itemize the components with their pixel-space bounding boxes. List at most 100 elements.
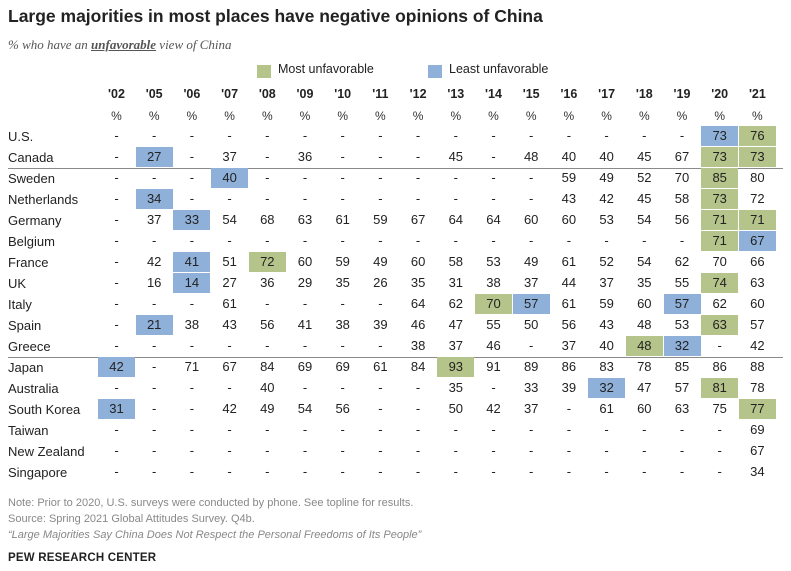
- table-cell: 54: [222, 212, 237, 227]
- table-cell: 52: [637, 170, 652, 185]
- table-cell: -: [302, 233, 308, 248]
- table-cell: -: [189, 443, 195, 458]
- column-unit-label: %: [186, 109, 198, 123]
- table-cell: -: [566, 128, 572, 143]
- table-cell: 48: [523, 149, 539, 164]
- table-cell: -: [152, 338, 157, 353]
- table-cell: 70: [712, 254, 727, 269]
- table-cell: 44: [561, 275, 577, 290]
- table-cell-most-unfavorable: 77: [738, 399, 776, 419]
- legend-label-least: Least unfavorable: [449, 62, 549, 76]
- table-cell: -: [604, 128, 609, 143]
- table-cell: -: [265, 149, 270, 164]
- table-cell: -: [152, 170, 157, 185]
- table-cell: -: [415, 422, 421, 437]
- table-cell: 63: [674, 401, 690, 416]
- column-unit-label: %: [111, 109, 122, 123]
- table-cell: 49: [599, 170, 614, 185]
- table-cell: -: [415, 401, 421, 416]
- table-cell: -: [227, 338, 232, 353]
- table-cell: 38: [410, 338, 426, 353]
- table-cell: 37: [523, 401, 539, 416]
- table-cell: -: [340, 380, 345, 395]
- table-cell: -: [378, 380, 383, 395]
- table-cell: -: [189, 233, 195, 248]
- table-cell-least-unfavorable: 27: [135, 147, 173, 167]
- table-cell: 56: [260, 317, 275, 332]
- column-header-year: '06: [183, 87, 201, 101]
- table-cell: -: [114, 254, 119, 269]
- table-cell-least-unfavorable: 33: [173, 210, 211, 230]
- table-cell: -: [453, 233, 458, 248]
- table-cell: -: [717, 338, 722, 353]
- table-cell: 64: [448, 212, 464, 227]
- table-cell: 35: [410, 275, 426, 290]
- table-cell: -: [453, 443, 458, 458]
- table-cell: -: [340, 443, 345, 458]
- table-cell: 35: [448, 380, 464, 395]
- table-cell: -: [604, 422, 609, 437]
- table-cell: 29: [297, 275, 313, 290]
- table-cell: 40: [599, 149, 614, 164]
- table-cell: -: [340, 233, 345, 248]
- table-cell: 35: [637, 275, 652, 290]
- table-cell-least-unfavorable: 41: [173, 252, 211, 272]
- table-cell: -: [378, 149, 383, 164]
- table-cell: -: [340, 464, 345, 479]
- table-cell: -: [265, 191, 270, 206]
- table-cell-least-unfavorable: 57: [663, 294, 701, 314]
- table-cell: 70: [674, 170, 690, 185]
- table-cell: -: [415, 170, 421, 185]
- table-cell: -: [491, 443, 496, 458]
- table-cell: -: [302, 464, 308, 479]
- table-cell: 59: [373, 212, 388, 227]
- table-cell: 67: [750, 443, 765, 458]
- country-label: Canada: [8, 150, 54, 165]
- table-cell: -: [302, 191, 308, 206]
- country-label: Australia: [8, 381, 59, 396]
- table-cell: 51: [222, 254, 237, 269]
- table-cell: 61: [561, 254, 577, 269]
- table-cell: -: [114, 380, 119, 395]
- table-cell: 69: [335, 359, 350, 374]
- table-cell: -: [302, 338, 308, 353]
- table-cell: -: [453, 170, 458, 185]
- column-unit-label: %: [601, 109, 612, 123]
- table-cell: -: [566, 464, 572, 479]
- table-cell: 61: [373, 359, 388, 374]
- table-cell: 64: [410, 296, 426, 311]
- table-cell: 55: [674, 275, 690, 290]
- table-cell: 36: [260, 275, 275, 290]
- table-cell: -: [415, 443, 421, 458]
- column-unit-label: %: [525, 109, 537, 123]
- table-cell: 49: [373, 254, 388, 269]
- table-cell: 67: [674, 149, 690, 164]
- table-cell: -: [227, 191, 232, 206]
- table-cell: 91: [486, 359, 501, 374]
- table-cell: 16: [146, 275, 162, 290]
- table-cell: 89: [523, 359, 539, 374]
- column-header-year: '11: [372, 87, 389, 101]
- table-cell: 37: [146, 212, 162, 227]
- table-cell: 49: [523, 254, 539, 269]
- table-cell: -: [604, 443, 609, 458]
- table-cell: 78: [637, 359, 652, 374]
- table-cell: 72: [750, 191, 765, 206]
- chart-subtitle: % who have an unfavorable view of China: [8, 37, 232, 53]
- table-cell: 62: [448, 296, 464, 311]
- table-cell: -: [189, 170, 195, 185]
- column-header-year: '14: [485, 87, 502, 101]
- table-cell: -: [189, 401, 195, 416]
- table-cell-least-unfavorable: 21: [135, 315, 173, 335]
- table-cell: -: [679, 464, 685, 479]
- column-header-year: '02: [108, 87, 125, 101]
- country-label: South Korea: [8, 402, 81, 417]
- country-label: Italy: [8, 297, 32, 312]
- table-cell: -: [453, 464, 458, 479]
- table-cell: 67: [222, 359, 237, 374]
- table-cell: 45: [637, 191, 652, 206]
- column-header-year: '07: [221, 87, 239, 101]
- table-cell: -: [340, 296, 345, 311]
- table-cell: 33: [523, 380, 539, 395]
- table-cell: 63: [297, 212, 313, 227]
